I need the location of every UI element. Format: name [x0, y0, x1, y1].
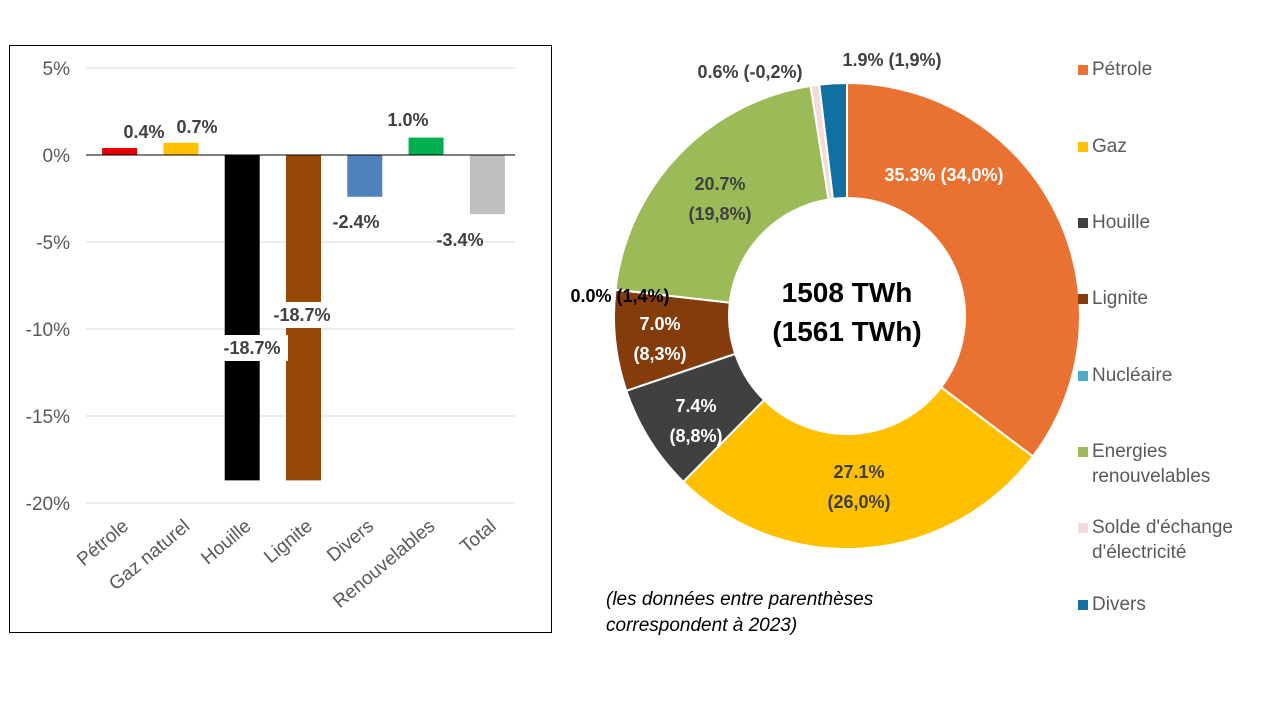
y-tick-label: -15%: [26, 407, 70, 428]
y-tick-label: 5%: [43, 59, 71, 80]
legend-label: Pétrole: [1092, 59, 1153, 80]
y-tick-label: -10%: [26, 320, 70, 341]
donut-data-label: 7.0%: [639, 314, 680, 334]
legend-swatch: [1078, 523, 1088, 533]
donut-data-label: (8,3%): [633, 344, 686, 364]
bar-renouvelables: [408, 137, 444, 155]
legend-swatch: [1078, 371, 1088, 381]
donut-data-label: 0.0% (1,4%): [570, 286, 669, 306]
legend-label: Nucléaire: [1092, 365, 1173, 386]
donut-slice: [846, 81, 1082, 458]
legend-swatch: [1078, 65, 1088, 75]
legend-label: Lignite: [1092, 288, 1148, 309]
bar-total: [469, 155, 505, 215]
donut-slice-nucleaire: [615, 288, 730, 304]
footnote-line: (les données entre parenthèses: [606, 589, 874, 610]
legend-label: Gaz: [1092, 136, 1127, 157]
donut-center-label: 1508 TWh: [782, 277, 913, 308]
legend-item: Lignite: [1078, 286, 1148, 311]
legend-swatch: [1078, 447, 1088, 457]
data-label-bg: [216, 335, 288, 361]
x-tick-label: Lignite: [260, 516, 316, 568]
donut-slice: [818, 81, 848, 200]
legend-item: Divers: [1078, 592, 1146, 617]
x-tick-label: Divers: [323, 516, 378, 567]
donut-data-label: 20.7%: [694, 174, 745, 194]
legend-item: Energies renouvelables: [1078, 439, 1211, 489]
legend-label: Houille: [1092, 212, 1151, 233]
data-label: 0.4%: [123, 122, 164, 142]
data-label: -18.7%: [223, 338, 280, 358]
donut-data-label: (8,8%): [669, 426, 722, 446]
bar-houille: [224, 155, 260, 481]
data-label: -2.4%: [332, 212, 379, 232]
legend-label: Energies: [1092, 441, 1167, 462]
donut-center-label: (1561 TWh): [772, 316, 921, 347]
legend-swatch: [1078, 600, 1088, 610]
bar-pétrole: [102, 148, 138, 155]
data-label: -18.7%: [273, 305, 330, 325]
data-label: 1.0%: [387, 110, 428, 130]
donut-data-label: 35.3% (34,0%): [884, 165, 1003, 185]
legend-item: Pétrole: [1078, 57, 1153, 82]
donut-data-label: (19,8%): [688, 204, 751, 224]
data-label: -3.4%: [436, 230, 483, 250]
legend-swatch: [1078, 218, 1088, 228]
donut-data-label: 0.6% (-0,2%): [697, 62, 802, 82]
x-tick-label: Houille: [197, 516, 255, 569]
donut-data-label: (26,0%): [827, 492, 890, 512]
legend-swatch: [1078, 294, 1088, 304]
legend-item: Nucléaire: [1078, 363, 1173, 388]
donut-slice: [681, 385, 1035, 550]
footnote: (les données entre parenthèses correspon…: [606, 587, 873, 639]
legend-label: Divers: [1092, 594, 1146, 615]
footnote-line: correspondent à 2023): [606, 615, 798, 636]
legend-item: Gaz: [1078, 134, 1127, 159]
data-label-bg: [266, 302, 338, 328]
legend-item: Solde d'échange d'électricité: [1078, 515, 1233, 565]
bar-gaz-naturel: [163, 142, 199, 155]
donut-data-label: 7.4%: [675, 396, 716, 416]
legend-item: Houille: [1078, 210, 1151, 235]
legend-label: Solde d'échange: [1092, 517, 1233, 538]
legend-swatch: [1078, 142, 1088, 152]
legend-label: renouvelables: [1092, 466, 1211, 487]
legend-label: d'électricité: [1092, 542, 1187, 563]
y-tick-label: 0%: [43, 146, 71, 167]
y-tick-label: -5%: [36, 233, 70, 254]
x-tick-label: Total: [456, 516, 500, 558]
data-label: 0.7%: [176, 117, 217, 137]
donut-data-label: 1.9% (1,9%): [842, 50, 941, 70]
bar-divers: [347, 155, 383, 197]
bar-chart-frame: [9, 45, 552, 633]
y-tick-label: -20%: [26, 494, 70, 515]
donut-data-label: 27.1%: [833, 462, 884, 482]
donut-slice: [614, 84, 830, 304]
